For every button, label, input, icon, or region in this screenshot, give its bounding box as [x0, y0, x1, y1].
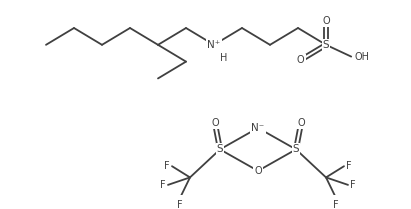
- Text: S: S: [217, 144, 223, 154]
- Text: N⁺: N⁺: [208, 40, 221, 50]
- Text: H: H: [220, 53, 228, 63]
- Text: F: F: [346, 161, 352, 171]
- Text: N⁻: N⁻: [252, 123, 265, 133]
- Text: O: O: [254, 166, 262, 176]
- Text: S: S: [323, 40, 329, 50]
- Text: O: O: [297, 55, 305, 65]
- Text: O: O: [211, 118, 219, 128]
- Text: O: O: [297, 118, 305, 128]
- Text: OH: OH: [354, 52, 369, 62]
- Text: S: S: [293, 144, 299, 154]
- Text: F: F: [333, 200, 339, 209]
- Text: F: F: [177, 200, 183, 209]
- Text: F: F: [350, 180, 356, 190]
- Text: O: O: [322, 16, 330, 26]
- Text: F: F: [164, 161, 170, 171]
- Text: F: F: [160, 180, 166, 190]
